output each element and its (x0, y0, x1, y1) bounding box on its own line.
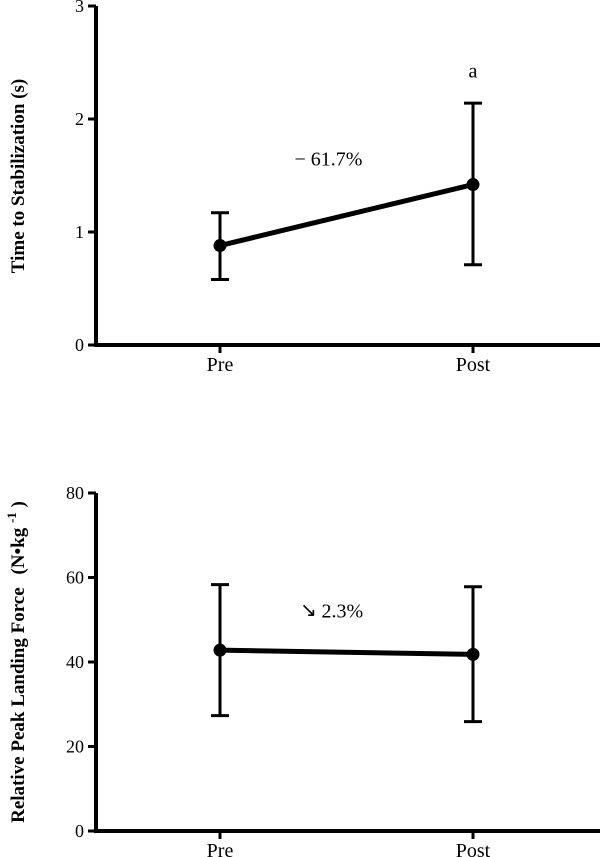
percent-change-annotation: − 61.7% (295, 149, 363, 171)
y-tick-label: 0 (75, 821, 84, 841)
data-points (213, 643, 480, 661)
x-axis-labels: Pre Post (207, 345, 491, 376)
y-axis-label: Relative Peak Landing Force (N•kg -1 ) (0, 501, 29, 823)
y-tick-label: 2 (75, 109, 84, 129)
y-tick-label: 20 (66, 737, 84, 757)
chart-time-to-stabilization: 0 1 2 3 Pre Post Time to Stabilization (s) −… (8, 0, 600, 376)
data-point (466, 178, 480, 192)
percent-change-annotation: 2.3% (322, 600, 364, 622)
x-tick-label: Pre (207, 354, 234, 376)
arrow-icon: ↘ (300, 599, 317, 621)
data-point (213, 643, 227, 657)
x-axis-labels: Pre Post (207, 831, 491, 857)
data-point (213, 239, 227, 253)
y-axis-label-superscript: -1 (4, 512, 19, 523)
x-tick-label: Post (456, 354, 491, 376)
series-line (219, 647, 474, 657)
y-tick-label: 1 (75, 222, 84, 242)
y-tick-label: 80 (66, 483, 84, 503)
series-line (219, 182, 474, 248)
significance-annotation: a (469, 61, 478, 83)
y-tick-label: 3 (75, 0, 84, 16)
chart-relative-peak-landing-force: 0 20 40 60 80 Pre Post Relative Peak Landing … (0, 483, 600, 857)
y-axis-label: Time to Stabilization (s) (8, 79, 29, 273)
y-axis-ticks: 0 1 2 3 (75, 0, 96, 355)
data-point (466, 647, 480, 661)
y-tick-label: 0 (75, 335, 84, 355)
y-tick-label: 40 (66, 652, 84, 672)
y-axis-label-unit: (N•kg (8, 527, 29, 574)
data-points (213, 178, 480, 253)
y-axis-label-close: ) (8, 501, 29, 507)
y-tick-label: 60 (66, 568, 84, 588)
y-axis-ticks: 0 20 40 60 80 (66, 483, 96, 841)
x-tick-label: Post (456, 840, 491, 857)
y-axis-label-main: Relative Peak Landing Force (8, 587, 29, 823)
x-tick-label: Pre (207, 840, 234, 857)
